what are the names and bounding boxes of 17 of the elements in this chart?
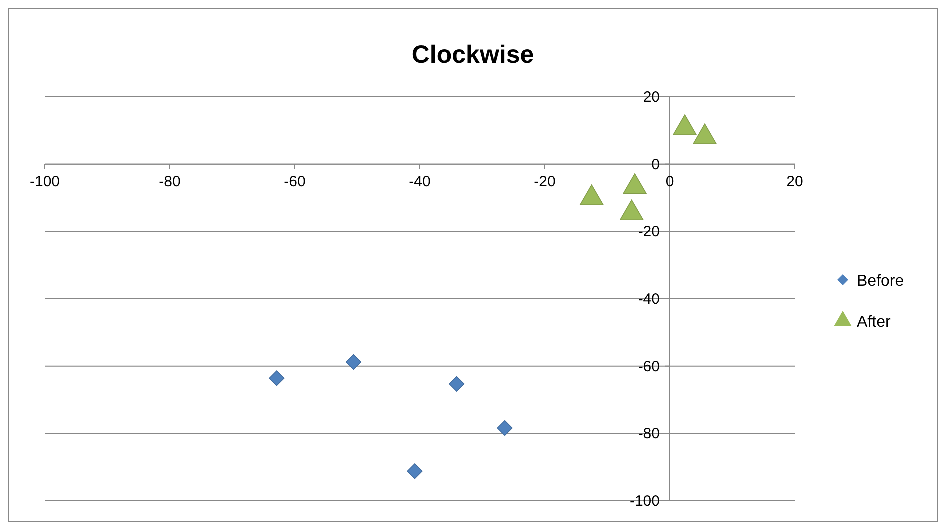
y-tick-label: -40 (638, 291, 660, 308)
legend-label: After (857, 314, 892, 331)
x-tick-label: -20 (534, 173, 556, 190)
x-tick-label: -60 (284, 173, 306, 190)
x-tick-label: -80 (159, 173, 181, 190)
y-tick-label: -20 (638, 224, 660, 241)
y-tick-label: 0 (652, 156, 660, 174)
chart-title: Clockwise (412, 41, 534, 69)
x-tick-label: 20 (786, 173, 804, 190)
y-tick-label: -100 (630, 493, 660, 510)
x-tick-label: -40 (409, 173, 431, 190)
y-tick-label: -80 (638, 426, 660, 443)
y-tick-label: 20 (643, 89, 660, 106)
y-tick-label: -60 (638, 358, 660, 376)
legend-label: Before (857, 273, 904, 290)
x-tick-label: -100 (30, 173, 60, 190)
x-tick-label: 0 (666, 173, 674, 190)
